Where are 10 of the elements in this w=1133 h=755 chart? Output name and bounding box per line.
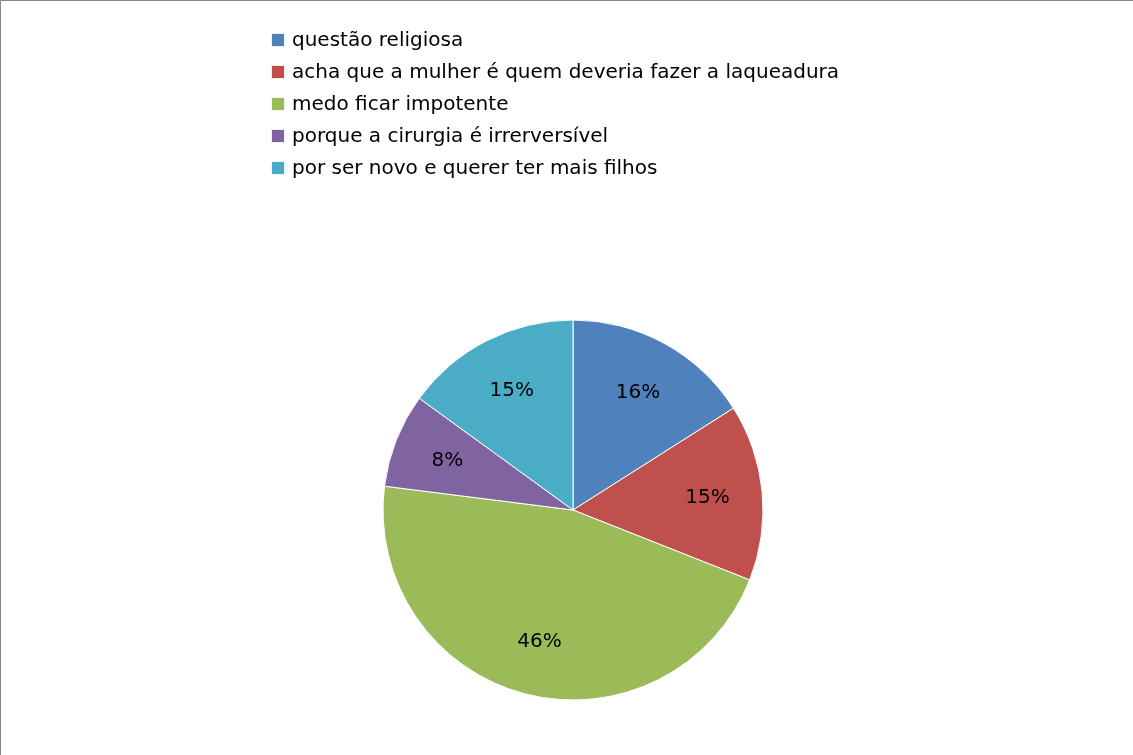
- legend-label: porque a cirurgia é irrerversível: [292, 123, 609, 147]
- data-label: 8%: [431, 447, 464, 472]
- data-label: 15%: [685, 484, 730, 509]
- legend-label: acha que a mulher é quem deveria fazer a laqueadura: [292, 59, 840, 83]
- data-label: 46%: [517, 627, 562, 652]
- legend-label: por ser novo e querer ter mais filhos: [292, 155, 658, 179]
- legend-label: medo ficar impotente: [292, 91, 509, 115]
- legend-label: questão religiosa: [292, 27, 464, 51]
- data-label: 15%: [489, 376, 534, 401]
- data-label: 16%: [615, 378, 661, 403]
